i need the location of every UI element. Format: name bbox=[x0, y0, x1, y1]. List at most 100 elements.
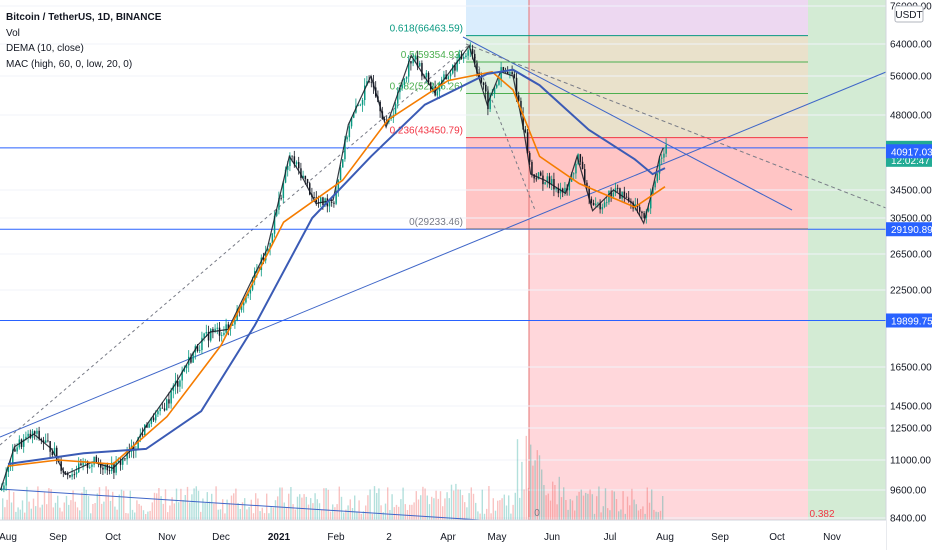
volume-bar bbox=[175, 488, 178, 520]
volume-bar bbox=[400, 499, 402, 520]
volume-bar bbox=[391, 494, 393, 520]
candle-body bbox=[192, 352, 194, 363]
candle-body bbox=[614, 187, 617, 193]
volume-bar bbox=[283, 502, 285, 520]
candle-body bbox=[67, 473, 69, 476]
candle-body bbox=[133, 445, 135, 451]
candle-body bbox=[124, 458, 126, 460]
volume-bar bbox=[618, 511, 620, 520]
candle-body bbox=[260, 257, 263, 270]
legend: Bitcoin / TetherUS, 1D, BINANCE Vol DEMA… bbox=[6, 12, 162, 70]
close-line bbox=[0, 44, 664, 491]
y-tick-label: 34500.00 bbox=[890, 186, 932, 197]
fib-label: 0.236(43450.79) bbox=[390, 126, 463, 137]
candle-body bbox=[221, 335, 223, 336]
price-tag-countdown: 12:02:47 bbox=[891, 156, 930, 167]
volume-bar bbox=[523, 489, 525, 520]
candle-body bbox=[309, 183, 311, 195]
candle-body bbox=[214, 328, 216, 332]
volume-bar bbox=[578, 491, 580, 520]
candle-body bbox=[515, 77, 518, 96]
candle-body bbox=[278, 197, 280, 210]
volume-bar bbox=[48, 488, 50, 520]
candle-body bbox=[397, 92, 399, 104]
volume-bar bbox=[446, 492, 448, 520]
volume-bar bbox=[96, 493, 98, 520]
candle-body bbox=[557, 188, 560, 194]
candle-body bbox=[64, 472, 67, 474]
volume-bar bbox=[167, 512, 169, 520]
volume-bar bbox=[475, 502, 477, 520]
price-axis[interactable]: 76000.0064000.0056000.0048000.0034500.00… bbox=[885, 0, 932, 550]
volume-bar bbox=[294, 509, 296, 520]
candle-body bbox=[551, 179, 553, 185]
candle-body bbox=[273, 215, 276, 234]
volume-bar bbox=[101, 503, 103, 520]
candle-body bbox=[337, 180, 340, 191]
candle-body bbox=[104, 464, 106, 470]
candle-body bbox=[658, 158, 661, 174]
volume-bar bbox=[571, 500, 574, 520]
candle-body bbox=[553, 179, 555, 190]
candle-body bbox=[623, 191, 626, 197]
x-tick-label: Feb bbox=[327, 532, 345, 543]
x-tick-label: 2021 bbox=[268, 532, 291, 543]
candle-body bbox=[346, 137, 348, 140]
candle-body bbox=[438, 87, 441, 92]
volume-bar bbox=[241, 502, 244, 520]
volume-bar bbox=[13, 492, 15, 520]
volume-bar bbox=[653, 509, 655, 520]
volume-bar bbox=[376, 493, 378, 520]
time-axis[interactable]: Aug Sep Oct Nov Dec 2021 Feb 2 Apr May Jun Jul Aug Se… bbox=[0, 519, 886, 550]
price-tag bbox=[886, 144, 932, 159]
currency-badge[interactable] bbox=[894, 5, 924, 23]
volume-bar bbox=[255, 493, 257, 520]
volume-bar bbox=[510, 513, 512, 520]
volume-bar bbox=[479, 513, 481, 520]
volume-bar bbox=[367, 495, 369, 520]
candle-body bbox=[1, 489, 3, 491]
candle-body bbox=[491, 93, 494, 95]
volume-bar bbox=[433, 498, 435, 520]
candle-body bbox=[234, 320, 236, 325]
candle-body bbox=[408, 61, 410, 77]
volume-bar bbox=[35, 506, 37, 520]
volume-bar bbox=[169, 505, 171, 520]
candle-body bbox=[647, 208, 650, 212]
volume-bar bbox=[611, 490, 613, 520]
candle-body bbox=[5, 472, 7, 486]
volume-bar bbox=[39, 507, 41, 520]
volume-bar bbox=[123, 490, 125, 520]
volume-bar bbox=[444, 498, 446, 520]
y-tick-label: 12500.00 bbox=[890, 424, 932, 435]
dema-line bbox=[7, 70, 666, 467]
candle-body bbox=[207, 332, 210, 341]
candle-body bbox=[656, 173, 659, 182]
volume-bar bbox=[37, 486, 39, 520]
volume-bar bbox=[94, 503, 96, 520]
volume-bar bbox=[538, 455, 541, 520]
candle-body bbox=[111, 462, 113, 472]
y-tick-label: 48000.00 bbox=[890, 111, 932, 122]
x-tick-label: Nov bbox=[823, 532, 841, 543]
volume-bar bbox=[354, 495, 356, 520]
volume-bar bbox=[279, 487, 281, 520]
volume-bar bbox=[156, 493, 158, 520]
candle-body bbox=[293, 156, 296, 164]
volume-bar bbox=[351, 508, 354, 520]
volume-bar bbox=[536, 450, 538, 520]
candle-body bbox=[359, 104, 362, 106]
volume-bar bbox=[318, 503, 321, 520]
legend-dema: DEMA (10, close) bbox=[6, 43, 84, 54]
y-tick-label: 16500.00 bbox=[890, 363, 932, 374]
volume-bar bbox=[30, 508, 32, 520]
volume-bar bbox=[323, 488, 325, 520]
volume-bar bbox=[494, 510, 497, 520]
zone-purple bbox=[529, 0, 808, 36]
candle-body bbox=[511, 72, 513, 75]
volume-bar bbox=[426, 495, 428, 520]
candle-body bbox=[331, 201, 333, 203]
volume-bar bbox=[288, 493, 290, 520]
volume-bar bbox=[362, 511, 365, 520]
